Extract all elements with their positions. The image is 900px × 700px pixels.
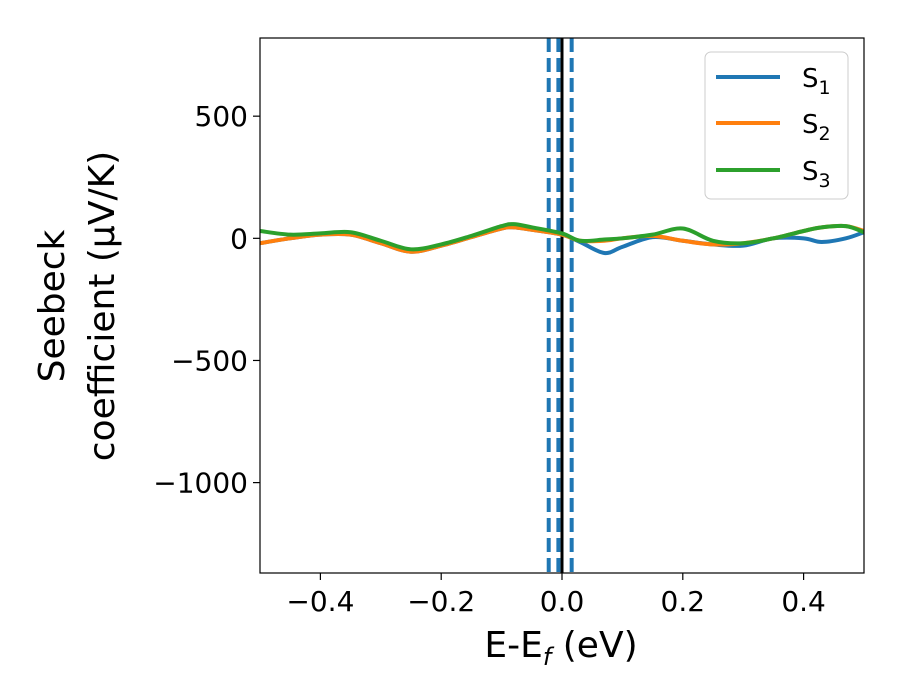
y-axis-label-line-1: Seebeck bbox=[32, 229, 73, 382]
y-tick-label: −500 bbox=[171, 344, 248, 377]
legend-label-s1: S1 bbox=[802, 64, 831, 99]
x-tick-label: −0.2 bbox=[407, 585, 475, 618]
y-tick-label: −1000 bbox=[153, 467, 248, 500]
x-tick-label: 0.2 bbox=[661, 585, 706, 618]
legend-label-s3: S3 bbox=[802, 157, 831, 192]
y-tick-label: 500 bbox=[195, 100, 248, 133]
legend: S1 S2 S3 bbox=[704, 51, 849, 200]
series-line-s3 bbox=[260, 222, 864, 252]
y-axis-label: Seebeck coefficient (μV/K) bbox=[32, 151, 123, 461]
x-tick-label: 0.0 bbox=[540, 585, 585, 618]
legend-label-s2: S2 bbox=[802, 110, 831, 145]
x-tick-label: 0.4 bbox=[781, 585, 826, 618]
y-axis-label-line-2: coefficient (μV/K) bbox=[82, 151, 123, 461]
legend-frame bbox=[704, 51, 849, 200]
y-tick-label: 0 bbox=[230, 222, 248, 255]
x-tick-label: −0.4 bbox=[286, 585, 354, 618]
x-axis-label: E-Ef (eV) bbox=[484, 625, 637, 671]
